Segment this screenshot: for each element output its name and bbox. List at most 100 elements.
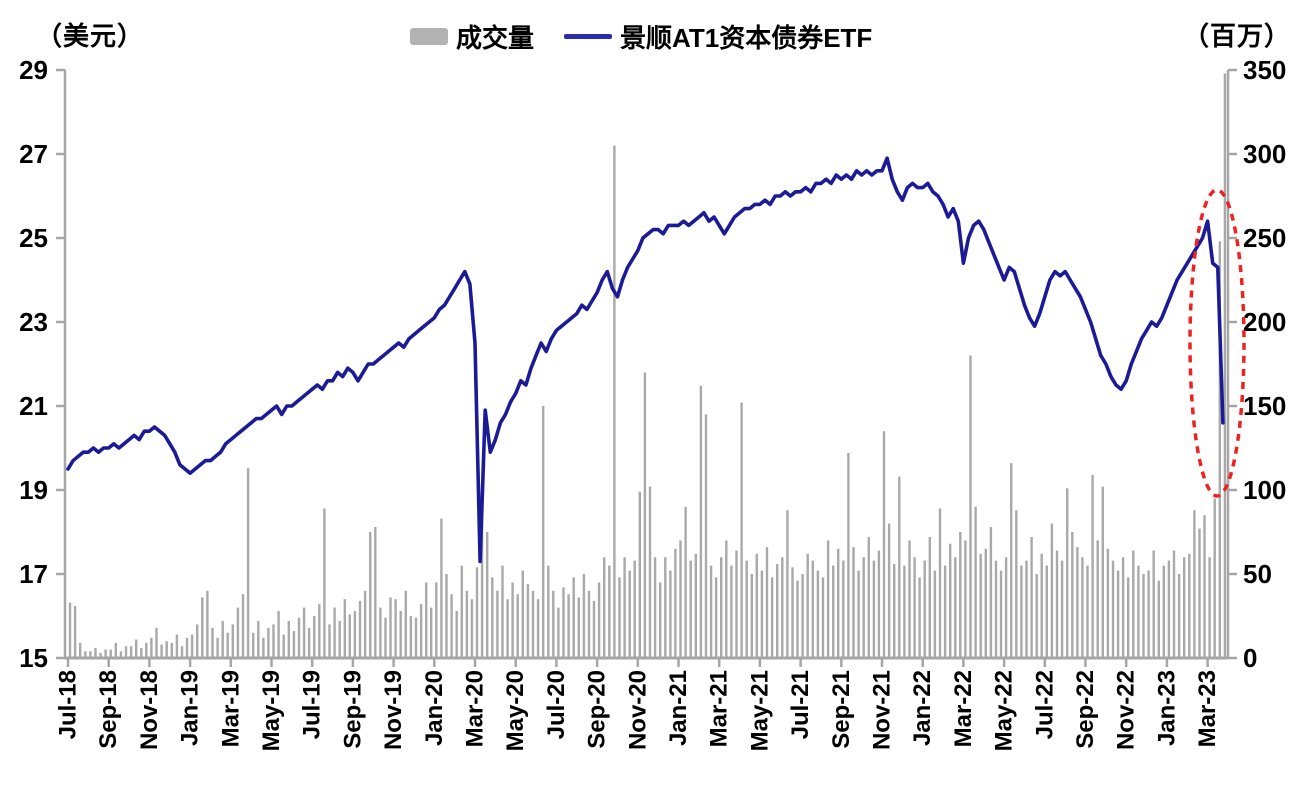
volume-bar <box>638 491 641 658</box>
volume-bar <box>73 605 77 658</box>
volume-bar <box>1101 486 1104 658</box>
volume-bar <box>999 570 1003 658</box>
volume-bar <box>648 486 652 658</box>
volume-bar <box>776 563 779 658</box>
volume-bar <box>949 543 952 658</box>
volume-bar <box>704 414 708 658</box>
volume-bar <box>1203 515 1206 658</box>
volume-bar <box>1147 570 1150 658</box>
volume-bar <box>282 634 285 658</box>
volume-bar <box>1004 557 1008 658</box>
volume-bar <box>206 590 209 658</box>
volume-bar <box>267 627 270 658</box>
volume-bar <box>379 607 382 658</box>
volume-bar <box>358 600 362 658</box>
x-axis-tick-label: Sep-22 <box>1072 670 1099 749</box>
volume-bar <box>1142 574 1145 658</box>
volume-bar <box>597 582 601 658</box>
volume-bar <box>969 355 972 658</box>
volume-bar <box>1050 523 1054 658</box>
volume-bar <box>832 565 835 658</box>
volume-bar <box>984 548 987 658</box>
x-axis-tick-label: Nov-18 <box>136 670 163 750</box>
volume-bar <box>307 627 311 658</box>
volume-bar <box>1040 553 1043 658</box>
x-axis-tick-label: Nov-19 <box>380 670 407 750</box>
right-axis-tick-label: 0 <box>1243 643 1257 673</box>
volume-bar <box>821 577 825 658</box>
volume-bar <box>745 560 748 658</box>
volume-bar <box>1010 463 1013 658</box>
volume-bar <box>1106 548 1110 658</box>
volume-bar <box>572 577 575 658</box>
x-axis-tick-label: Nov-20 <box>624 670 651 750</box>
volume-bar <box>190 634 194 658</box>
volume-bar <box>1020 565 1023 658</box>
volume-bar <box>1045 565 1048 658</box>
volume-bar <box>119 651 123 658</box>
volume-bar <box>272 624 275 658</box>
volume-bar <box>567 594 570 658</box>
x-axis-tick-label: Sep-19 <box>339 670 366 749</box>
volume-bar <box>582 574 586 658</box>
volume-bar <box>196 624 199 658</box>
volume-bar <box>389 597 392 658</box>
volume-bar <box>603 557 606 658</box>
x-axis-tick-label: Jan-19 <box>177 670 204 746</box>
right-axis-tick-label: 100 <box>1243 475 1286 505</box>
volume-bar <box>246 468 250 658</box>
volume-bar <box>862 557 865 658</box>
volume-bar <box>506 599 509 658</box>
volume-bar <box>1177 574 1181 658</box>
volume-bar <box>1025 560 1028 658</box>
volume-bar <box>394 599 397 658</box>
volume-bar <box>343 599 346 658</box>
x-axis-tick-label: Jul-22 <box>1031 670 1058 739</box>
volume-bar <box>1081 557 1084 658</box>
right-axis-unit-label: （百万） <box>1183 21 1292 51</box>
volume-bar <box>501 565 504 658</box>
volume-bar <box>852 547 855 658</box>
volume-bar <box>964 540 967 658</box>
volume-bar <box>659 582 662 658</box>
volume-bar <box>175 634 179 658</box>
volume-bar <box>425 582 428 658</box>
legend-item-volume: 成交量 <box>410 18 534 55</box>
left-axis-tick-label: 29 <box>19 55 48 85</box>
volume-bar <box>536 599 540 658</box>
volume-bar <box>1127 577 1130 658</box>
volume-bar <box>628 570 631 658</box>
volume-bar <box>908 540 911 658</box>
volume-bar <box>1193 510 1196 658</box>
volume-bar <box>653 557 657 658</box>
volume-bar <box>1091 474 1094 658</box>
volume-bar <box>1030 537 1033 658</box>
volume-bar <box>547 565 550 658</box>
volume-bar <box>938 508 942 658</box>
volume-bar <box>857 570 860 658</box>
volume-bar <box>430 607 433 658</box>
volume-bar <box>526 584 530 658</box>
x-axis-tick-label: Mar-22 <box>950 670 977 747</box>
volume-bar <box>943 565 947 658</box>
volume-bar <box>348 614 351 658</box>
volume-bar <box>1055 550 1059 658</box>
volume-bar <box>842 560 845 658</box>
volume-bar <box>918 577 921 658</box>
volume-bar <box>353 611 357 658</box>
volume-bar <box>1167 560 1171 658</box>
volume-bar <box>226 632 229 658</box>
x-axis-tick-label: Nov-22 <box>1113 670 1140 750</box>
volume-bar <box>129 646 133 658</box>
right-axis-tick-label: 250 <box>1243 223 1286 253</box>
volume-bar <box>109 649 112 658</box>
volume-bar <box>124 646 128 658</box>
right-axis-tick-label: 300 <box>1243 139 1286 169</box>
volume-bar <box>933 570 937 658</box>
volume-bar <box>475 567 479 658</box>
x-axis-tick-label: Mar-23 <box>1194 670 1221 747</box>
volume-bar <box>1213 498 1216 658</box>
volume-bar <box>816 570 820 658</box>
volume-bar <box>221 621 224 658</box>
volume-bar <box>770 577 774 658</box>
